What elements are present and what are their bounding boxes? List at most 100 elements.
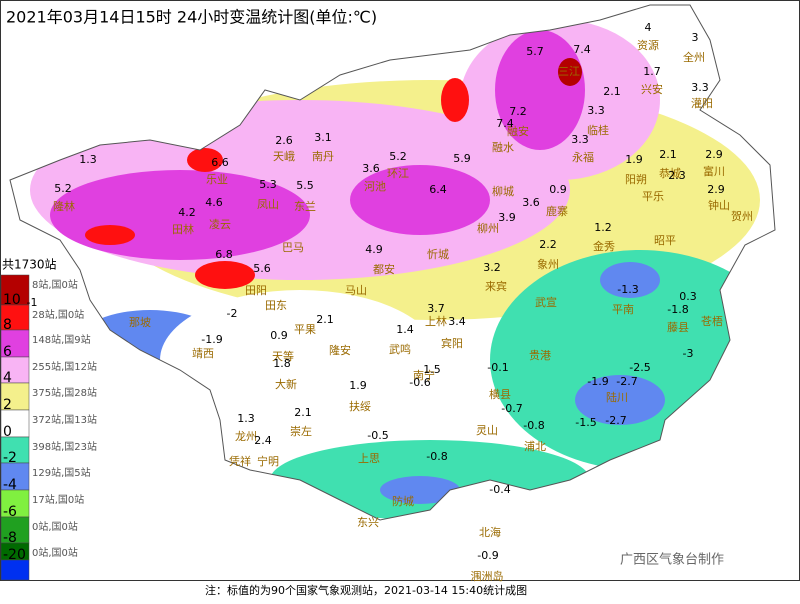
place-name: 陆川	[606, 390, 628, 404]
station-value: 2.1	[603, 85, 621, 98]
place-name: 钟山	[708, 198, 730, 212]
place-name: 靖西	[192, 347, 214, 360]
place-name: 恭城	[659, 167, 681, 180]
station-value: 1.9	[625, 153, 643, 166]
place-name: 那坡	[129, 316, 151, 329]
place-name: 凤山	[257, 198, 279, 211]
place-name: 涠洲岛	[471, 569, 504, 583]
place-name: 田阳	[245, 284, 267, 297]
legend-count: 148站,国9站	[32, 333, 91, 346]
station-value: 3.6	[362, 162, 380, 175]
station-value: 7.2	[509, 105, 527, 118]
station-value: 5.3	[259, 178, 277, 191]
place-name: 富川	[703, 164, 725, 178]
place-name: 乐业	[206, 173, 228, 186]
place-name: 融安	[507, 124, 529, 138]
legend-swatch	[0, 489, 30, 518]
station-value: 7.4	[573, 43, 591, 56]
station-value: -2	[227, 307, 238, 320]
place-name: 柳城	[492, 184, 514, 198]
station-value: -0.8	[426, 450, 447, 463]
place-name: 巴马	[282, 241, 304, 254]
station-value: 2.2	[539, 238, 557, 251]
place-name: 天等	[272, 349, 294, 363]
place-name: 南丹	[312, 150, 334, 163]
legend-bound: 6	[3, 344, 12, 360]
station-value: 4	[645, 21, 652, 34]
place-name: 柳州	[477, 221, 499, 235]
place-name: 防城	[392, 494, 414, 508]
place-name: 兴安	[641, 82, 663, 96]
station-value: 7.4	[496, 117, 514, 130]
legend-total: 共1730站	[2, 258, 57, 272]
station-value: -1.9	[587, 375, 608, 388]
station-value: -1.9	[201, 333, 222, 346]
legend-bound: -8	[3, 530, 17, 546]
legend-swatch	[0, 462, 30, 491]
station-value: 3.6	[522, 196, 540, 209]
station-value: 0.9	[270, 329, 288, 342]
legend-bound: 4	[3, 370, 12, 386]
legend-bound: 0	[3, 424, 12, 440]
legend-count: 17站,国0站	[32, 493, 84, 506]
place-name: 武宣	[535, 295, 557, 309]
station-value: 1.3	[79, 153, 97, 166]
station-value: 3.3	[571, 133, 589, 146]
station-value: 4.6	[205, 196, 223, 209]
station-value: -0.5	[367, 429, 388, 442]
station-value: 5.9	[453, 152, 471, 165]
place-name: 贵港	[529, 349, 551, 362]
station-value: 6.8	[215, 248, 233, 261]
station-value: 3	[692, 31, 699, 44]
place-name: 大新	[275, 377, 297, 391]
station-value: -0.9	[477, 549, 498, 562]
legend-swatch	[0, 274, 30, 306]
station-value: 1.5	[423, 363, 441, 376]
region-border	[9, 4, 776, 521]
place-name: 苍梧	[701, 314, 723, 328]
legend-bound: 10	[3, 292, 21, 308]
place-name: 东兴	[357, 516, 379, 529]
place-name: 隆安	[329, 343, 351, 357]
station-value: 3.2	[483, 261, 501, 274]
station-value: 2.1	[316, 313, 334, 326]
place-name: 来宾	[485, 279, 507, 293]
station-value: 1.2	[594, 221, 612, 234]
place-name: 三江	[558, 65, 580, 78]
place-name: 临桂	[587, 123, 609, 137]
legend-bound: -6	[3, 504, 17, 520]
legend-count: 0站,国0站	[32, 546, 78, 559]
legend-bound: 2	[3, 397, 12, 413]
station-value: -1.5	[575, 416, 596, 429]
legend-count: 0站,国0站	[32, 520, 78, 533]
station-value: 6.6	[211, 156, 229, 169]
station-value: 1.4	[396, 323, 414, 336]
place-name: 浦北	[524, 440, 546, 453]
station-value: -3	[683, 347, 694, 360]
place-name: 都安	[373, 262, 395, 276]
place-name: 环江	[387, 167, 409, 180]
place-name: 藤县	[667, 321, 689, 334]
place-name: 天峨	[273, 150, 295, 163]
place-name: 全州	[683, 50, 705, 64]
legend-swatch	[0, 559, 30, 581]
station-value: -0.7	[501, 402, 522, 415]
station-value: 5.2	[54, 182, 72, 195]
place-name: 上林	[425, 314, 447, 328]
station-value: -0.4	[489, 483, 510, 496]
legend-swatch	[0, 436, 30, 464]
place-name: 马山	[345, 284, 367, 297]
place-name: 田东	[265, 299, 287, 312]
station-value: 1.7	[643, 65, 661, 78]
place-name: 宁明	[257, 454, 279, 468]
station-value: 1.3	[237, 412, 255, 425]
legend-count: 372站,国13站	[32, 413, 97, 426]
legend-count: 8站,国0站	[32, 278, 78, 291]
legend-swatch	[0, 329, 30, 358]
place-name: 阳朔	[625, 173, 647, 186]
place-name: 象州	[537, 258, 559, 271]
legend-bound: -4	[3, 477, 17, 493]
place-name: 平南	[612, 303, 634, 316]
place-name: 南宁	[413, 368, 435, 382]
